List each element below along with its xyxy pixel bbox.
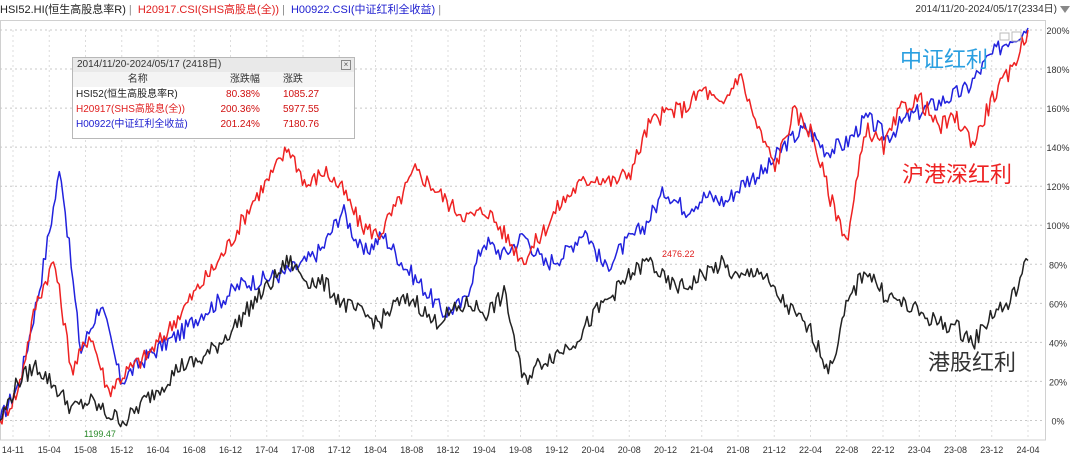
y-tick-label: 60% (1049, 299, 1067, 309)
legend-code-0[interactable]: HSI52.HI(恒生高股息率R) (0, 4, 126, 16)
stats-pct: 200.36% (220, 104, 260, 115)
stats-chg: 1085.27 (282, 89, 320, 100)
x-tick-label: 22-04 (799, 445, 822, 455)
y-tick-label: 120% (1046, 182, 1069, 192)
col-header-name: 名称 (73, 72, 203, 87)
x-tick-label: 16-04 (146, 445, 169, 455)
x-tick-label: 17-04 (255, 445, 278, 455)
stats-name: HSI52(恒生高股息率R) (76, 89, 178, 100)
date-range-label: 2014/11/20-2024/05/17(2334日) (915, 4, 1057, 15)
x-tick-label: 17-12 (328, 445, 351, 455)
x-tick-label: 23-08 (944, 445, 967, 455)
stats-chg: 5977.55 (282, 104, 320, 115)
x-tick-label: 17-08 (291, 445, 314, 455)
x-tick-label: 24-04 (1016, 445, 1039, 455)
stats-name: H00922(中证红利全收益) (76, 119, 188, 130)
x-tick-label: 21-04 (690, 445, 713, 455)
x-tick-label: 15-08 (74, 445, 97, 455)
stats-table: 名称 涨跌幅 涨跌 HSI52(恒生高股息率R) 80.38% 1085.27 … (73, 72, 354, 132)
annotation-black-series: 港股红利 (928, 350, 1017, 375)
stats-row: H20917(SHS高股息(全)) 200.36% 5977.55 (73, 102, 354, 117)
plot-frame (0, 20, 1046, 441)
stats-row: H00922(中证红利全收益) 201.24% 7180.76 (73, 117, 354, 132)
close-icon[interactable]: × (341, 60, 351, 70)
x-tick-label: 22-12 (871, 445, 894, 455)
x-tick-label: 18-08 (400, 445, 423, 455)
line-chart: 0% 20% 40% 60% 80% 100% 120% 140% 160% 180% 200% 14… (0, 20, 1070, 455)
legend-separator: | (282, 4, 285, 16)
interval-stats-box: 2014/11/20-2024/05/17 (2418日) × 名称 涨跌幅 涨跌… (72, 57, 355, 139)
x-tick-label: 18-12 (436, 445, 459, 455)
annotation-blue-series: 中证红利 (900, 47, 989, 72)
legend-separator: | (438, 4, 442, 16)
legend-code-1[interactable]: H20917.CSI(SHS高股息(全)) (137, 4, 280, 16)
series-legend-bar: HSI52.HI(恒生高股息率R) | H20917.CSI(SHS高股息(全))… (0, 0, 1080, 20)
x-tick-label: 23-12 (980, 445, 1003, 455)
x-tick-label: 15-12 (110, 445, 133, 455)
x-tick-label: 19-08 (509, 445, 532, 455)
y-tick-label: 100% (1046, 221, 1069, 231)
annotation-red-series: 沪港深红利 (902, 162, 1013, 187)
legend-code-2[interactable]: H00922.CSI(中证红利全收益) (290, 4, 436, 16)
stats-header-row: 名称 涨跌幅 涨跌 (73, 72, 354, 87)
x-tick-label: 22-08 (835, 445, 858, 455)
low-value-label: 1199.47 (84, 429, 116, 439)
x-tick-label: 14-11 (2, 445, 24, 455)
stats-row: HSI52(恒生高股息率R) 80.38% 1085.27 (73, 87, 354, 102)
col-header-chg: 涨跌 (262, 72, 354, 87)
legend-separator: | (128, 4, 132, 16)
high-value-label: 2476.22 (662, 249, 695, 259)
x-tick-label: 19-04 (473, 445, 496, 455)
y-tick-label: 160% (1046, 104, 1069, 114)
x-tick-label: 18-04 (364, 445, 387, 455)
stats-pct: 201.24% (220, 119, 260, 130)
y-tick-label: 40% (1049, 338, 1067, 348)
y-tick-label: 200% (1046, 26, 1069, 36)
series-line-0[interactable] (0, 27, 1029, 421)
x-tick-label: 21-08 (726, 445, 749, 455)
y-tick-label: 80% (1049, 260, 1067, 270)
x-tick-label: 23-04 (908, 445, 931, 455)
y-tick-label: 140% (1046, 143, 1069, 153)
date-range-selector[interactable]: 2014/11/20-2024/05/17(2334日) (915, 0, 1070, 20)
x-tick-label: 16-12 (219, 445, 242, 455)
dropdown-arrow-icon[interactable] (1060, 5, 1070, 13)
stats-chg: 7180.76 (282, 119, 320, 130)
series-line-1[interactable] (0, 29, 1029, 425)
x-tick-label: 20-04 (581, 445, 604, 455)
window-icon[interactable] (1011, 31, 1022, 42)
col-header-pct: 涨跌幅 (202, 72, 263, 87)
x-tick-label: 21-12 (763, 445, 786, 455)
stats-pct: 80.38% (226, 89, 260, 100)
y-tick-label: 180% (1046, 65, 1069, 75)
stats-box-title: 2014/11/20-2024/05/17 (2418日) (77, 59, 222, 70)
x-tick-label: 19-12 (545, 445, 568, 455)
x-tick-label: 20-12 (654, 445, 677, 455)
window-icon[interactable] (999, 32, 1010, 41)
y-tick-label: 0% (1051, 416, 1064, 426)
y-tick-label: 20% (1049, 377, 1067, 387)
series-line-2[interactable] (0, 254, 1029, 428)
x-tick-label: 15-04 (38, 445, 61, 455)
x-tick-label: 20-08 (618, 445, 641, 455)
stats-name: H20917(SHS高股息(全)) (76, 104, 185, 115)
x-tick-label: 16-08 (183, 445, 206, 455)
